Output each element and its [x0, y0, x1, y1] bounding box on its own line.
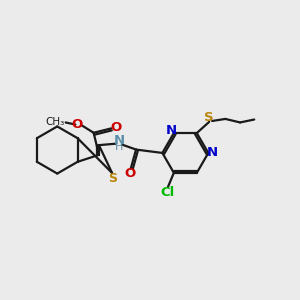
- Text: O: O: [110, 121, 122, 134]
- Text: N: N: [114, 134, 125, 147]
- Text: O: O: [124, 167, 136, 181]
- Text: N: N: [207, 146, 218, 159]
- Text: N: N: [165, 124, 176, 136]
- Text: CH₃: CH₃: [45, 117, 64, 127]
- Text: S: S: [204, 111, 214, 124]
- Text: H: H: [116, 142, 124, 152]
- Text: Cl: Cl: [160, 186, 175, 199]
- Text: O: O: [71, 118, 82, 131]
- Text: S: S: [108, 172, 117, 185]
